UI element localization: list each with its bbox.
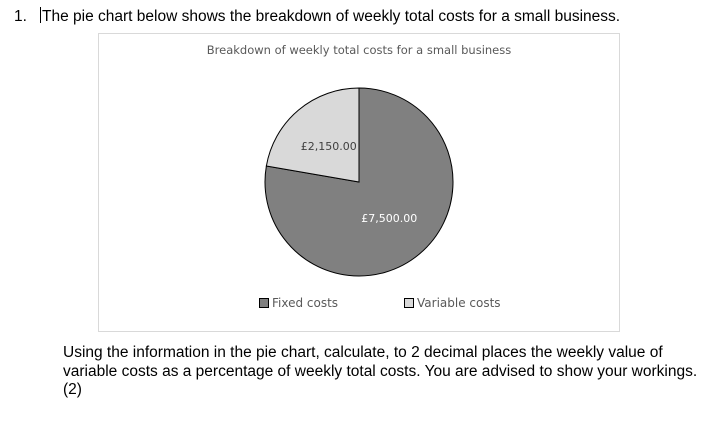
instruction-text: Using the information in the pie chart, … bbox=[63, 344, 698, 380]
legend-label-fixed-costs: Fixed costs bbox=[272, 296, 339, 310]
question-intro: The pie chart below shows the breakdown … bbox=[42, 8, 621, 25]
data-label-fixed-costs: £7,500.00 bbox=[361, 212, 417, 225]
legend-label-variable-costs: Variable costs bbox=[417, 296, 501, 310]
pie-slice-variable-costs bbox=[265, 87, 360, 183]
pie-chart: Breakdown of weekly total costs for a sm… bbox=[98, 33, 620, 332]
text-cursor bbox=[40, 7, 41, 23]
question-intro-line: 1. The pie chart below shows the breakdow… bbox=[14, 7, 620, 27]
legend-swatch-fixed-costs bbox=[259, 298, 269, 308]
question-instructions: Using the information in the pie chart, … bbox=[63, 344, 703, 400]
chart-title: Breakdown of weekly total costs for a sm… bbox=[206, 43, 512, 57]
legend-swatch-variable-costs bbox=[404, 298, 414, 308]
question-number: 1. bbox=[14, 8, 27, 25]
marks-label: (2) bbox=[63, 381, 82, 398]
pie-slice-fixed-costs bbox=[264, 87, 454, 277]
legend-item-fixed-costs: Fixed costs bbox=[259, 296, 338, 310]
pie-chart-plot: £7,500.00 £2,150.00 bbox=[264, 87, 454, 277]
legend-item-variable-costs: Variable costs bbox=[404, 296, 501, 310]
data-label-variable-costs: £2,150.00 bbox=[301, 140, 357, 153]
